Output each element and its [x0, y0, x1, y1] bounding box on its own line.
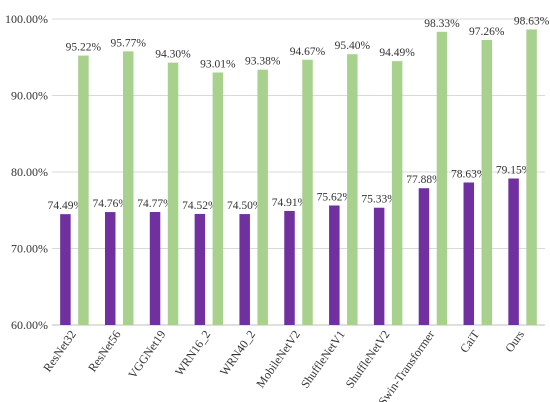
- data-label: 93.38%: [245, 56, 281, 68]
- data-label: 95.40%: [335, 40, 371, 52]
- y-tick-label: 60.00%: [11, 318, 48, 332]
- bar-series-1: [508, 178, 519, 325]
- data-label: 74.77%: [137, 198, 173, 210]
- data-label: 94.30%: [155, 49, 191, 61]
- data-label: 75.33%: [361, 194, 397, 206]
- x-tick-label: ResNet56: [85, 328, 124, 375]
- data-label: 98.63%: [514, 15, 550, 27]
- x-tick-label: Ours: [502, 327, 527, 354]
- data-label: 77.88%: [406, 174, 442, 186]
- bar-series-1: [104, 212, 116, 325]
- x-tick-label: ResNet32: [40, 328, 79, 375]
- bar-series-1: [60, 214, 71, 325]
- data-label: 97.26%: [469, 26, 505, 38]
- x-tick-label: WRN40_2: [217, 328, 258, 379]
- data-label: 94.49%: [379, 47, 415, 59]
- data-label: 74.49%: [48, 200, 84, 212]
- bar-series-2: [436, 31, 448, 325]
- bar-series-1: [284, 210, 295, 325]
- bar-series-2: [526, 29, 537, 325]
- data-label: 78.63%: [451, 168, 487, 180]
- bar-series-2: [167, 62, 179, 325]
- bar-series-1: [329, 205, 340, 325]
- bar-series-2: [347, 54, 358, 325]
- data-label: 74.76%: [92, 198, 128, 210]
- x-tick-label: ShuffleNetV1: [298, 328, 348, 391]
- y-tick-label: 70.00%: [11, 242, 48, 256]
- data-label: 93.01%: [200, 58, 236, 70]
- bar-series-1: [463, 182, 475, 325]
- bar-series-2: [78, 55, 89, 325]
- x-tick-label: WRN16_2: [172, 328, 213, 379]
- bar-series-1: [194, 213, 206, 325]
- data-label: 74.52%: [182, 200, 218, 212]
- bar-series-2: [257, 69, 268, 325]
- data-label: 74.50%: [227, 200, 263, 212]
- data-label: 75.62%: [317, 192, 353, 204]
- x-tick-label: ShuffleNetV2: [343, 328, 393, 391]
- data-label: 74.91%: [272, 197, 308, 209]
- data-label: 95.77%: [110, 37, 146, 49]
- data-label: 94.67%: [290, 46, 326, 58]
- bar-series-2: [391, 61, 403, 326]
- y-tick-label: 100.00%: [5, 12, 48, 26]
- data-label: 95.22%: [66, 42, 102, 54]
- bar-series-2: [481, 39, 493, 325]
- bar-series-2: [302, 59, 313, 325]
- bar-series-2: [212, 72, 224, 325]
- bar-series-1: [418, 188, 430, 325]
- data-label: 98.33%: [424, 18, 460, 30]
- x-tick-label: MobileNetV2: [253, 328, 303, 391]
- bar-series-1: [149, 212, 161, 325]
- bar-series-2: [122, 51, 134, 326]
- bar-series-1: [373, 207, 385, 325]
- y-tick-label: 80.00%: [11, 165, 48, 179]
- x-tick-label: VGGNet19: [125, 328, 168, 381]
- x-tick-label: CaiT: [457, 327, 483, 355]
- y-tick-label: 90.00%: [11, 89, 48, 103]
- data-label: 79.15%: [496, 165, 532, 177]
- bar-series-1: [239, 214, 250, 325]
